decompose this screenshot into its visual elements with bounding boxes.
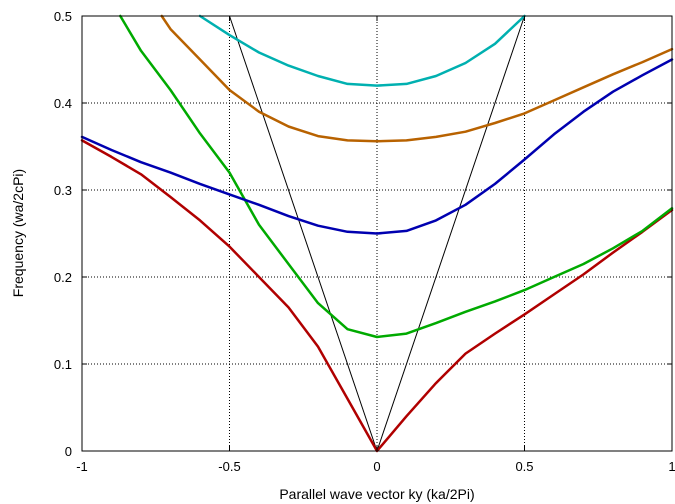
light-line: [376, 15, 525, 452]
x-tick-label: 0.5: [515, 459, 533, 474]
light-line: [229, 15, 378, 452]
x-axis-title: Parallel wave vector ky (ka/2Pi): [279, 486, 474, 502]
band-line-2: [119, 14, 674, 339]
y-tick-label: 0.4: [54, 96, 72, 111]
y-tick-label: 0.1: [54, 357, 72, 372]
axis-ticks: -1 -0.5 0 0.5 1 0 0.1 0.2 0.3 0.4 0.5: [54, 9, 675, 474]
y-axis-title: Frequency (wa/2cPi): [10, 169, 26, 297]
y-tick-label: 0.5: [54, 9, 72, 24]
band-line-3: [80, 58, 674, 235]
light-lines: [229, 15, 525, 452]
y-tick-label: 0: [65, 444, 72, 459]
band-line-4: [160, 14, 674, 143]
band-line-5: [198, 14, 526, 87]
y-tick-label: 0.3: [54, 183, 72, 198]
x-tick-label: 0: [373, 459, 380, 474]
x-tick-label: 1: [668, 459, 675, 474]
x-tick-label: -0.5: [218, 459, 240, 474]
y-tick-label: 0.2: [54, 270, 72, 285]
x-tick-label: -1: [76, 459, 88, 474]
